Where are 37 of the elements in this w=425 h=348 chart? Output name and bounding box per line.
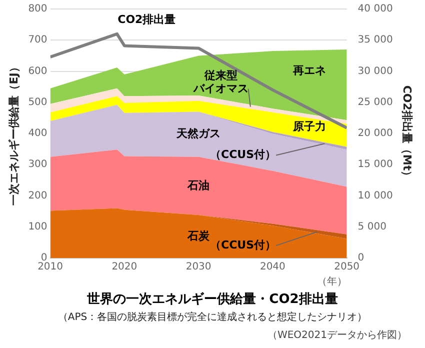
y2-tick-label: 30 000 <box>358 66 393 77</box>
y-tick-label: 200 <box>28 190 48 202</box>
y2-tick-label: 15 000 <box>358 159 393 170</box>
y2-tick-label: 10 000 <box>358 190 393 202</box>
series-label: 原子力 <box>292 120 326 134</box>
y-axis-title: 一次エネルギー供給量（EJ） <box>7 62 20 206</box>
text: （WEO2021データから作図） <box>267 329 407 342</box>
y2-tick-label: 5 000 <box>358 221 386 232</box>
text: 世界の一次エネルギー供給量・CO2排出量 <box>86 291 339 308</box>
y2-tick-label: 0 <box>358 252 364 264</box>
y2-axis-title: CO2排出量（Mt） <box>400 85 414 182</box>
series-label: 石炭 <box>186 229 211 242</box>
y2-tick-label: 35 000 <box>358 34 393 46</box>
y2-tick-label: 25 000 <box>358 96 393 108</box>
text: （APS：各国の脱炭素目標が完全に達成されると想定したシナリオ） <box>56 310 368 324</box>
x-axis-title: （年） <box>316 276 347 288</box>
series-label: （CCUS付） <box>210 148 276 162</box>
y-tick-label: 500 <box>28 96 48 108</box>
series-label: 天然ガス <box>176 127 221 140</box>
y-tick-label: 100 <box>28 221 48 232</box>
y-tick-label: 700 <box>28 34 48 46</box>
x-tick-label: 2050 <box>334 262 360 273</box>
series-label: 再エネ <box>292 64 326 78</box>
y-tick-label: 600 <box>28 66 48 77</box>
y2-tick-label: 20 000 <box>358 128 393 140</box>
x-tick-label: 2040 <box>260 262 286 273</box>
x-tick-label: 2030 <box>186 262 212 273</box>
x-tick-label: 2020 <box>112 262 138 273</box>
series-label: （CCUS付） <box>210 238 276 252</box>
series-label: CO2排出量 <box>118 12 176 26</box>
y-tick-label: 300 <box>28 159 48 170</box>
series-label: 従来型バイオマス <box>192 69 248 96</box>
y-tick-label: 400 <box>28 128 48 140</box>
y-tick-label: 800 <box>28 4 48 15</box>
series-label: 石油 <box>186 178 210 192</box>
x-tick-label: 2010 <box>38 262 64 273</box>
y2-tick-label: 40 000 <box>358 4 393 15</box>
